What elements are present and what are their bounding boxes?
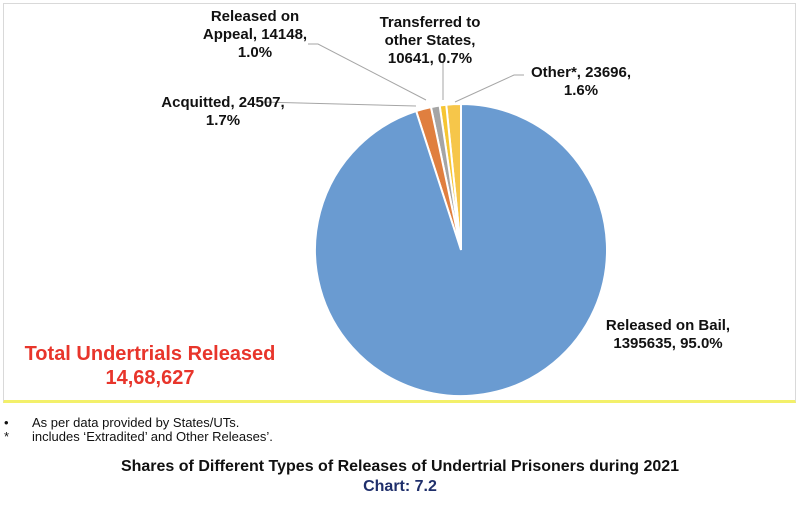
chart-title: Shares of Different Types of Releases of… xyxy=(120,458,680,475)
footnote: • As per data provided by States/UTs. xyxy=(4,416,273,430)
label-acquitted: Acquitted, 24507, 1.7% xyxy=(148,94,298,130)
label-line: Released on Bail, xyxy=(605,317,731,334)
label-line: Other*, 23696, xyxy=(530,64,632,81)
footnote-text: includes ‘Extradited’ and Other Releases… xyxy=(32,429,273,444)
asterisk-marker: * xyxy=(4,429,10,444)
total-released: Total Undertrials Released 14,68,627 xyxy=(10,342,290,390)
footnote: * includes ‘Extradited’ and Other Release… xyxy=(4,430,273,444)
label-line: 1.7% xyxy=(205,112,241,129)
label-line: 1395635, 95.0% xyxy=(613,335,723,352)
label-line: 1.0% xyxy=(237,44,273,61)
total-value: 14,68,627 xyxy=(105,367,195,389)
total-label: Total Undertrials Released xyxy=(24,343,276,365)
label-appeal: Released on Appeal, 14148, 1.0% xyxy=(180,8,330,62)
chart-number: Chart: 7.2 xyxy=(363,478,437,495)
footnotes: • As per data provided by States/UTs. * in… xyxy=(4,416,273,444)
footnote-text: As per data provided by States/UTs. xyxy=(32,415,240,430)
label-line: 10641, 0.7% xyxy=(387,50,473,67)
leader-lines xyxy=(261,43,524,107)
label-line: Transferred to xyxy=(379,14,481,31)
label-line: Released on xyxy=(210,8,300,25)
pie-slice-released-on-bail xyxy=(314,102,608,397)
label-line: other States, xyxy=(384,32,476,49)
label-line: Appeal, 14148, xyxy=(202,26,308,43)
label-transferred: Transferred to other States, 10641, 0.7% xyxy=(370,14,490,68)
label-line: Acquitted, 24507, xyxy=(161,94,285,111)
label-line: 1.6% xyxy=(563,82,599,99)
label-other: Other*, 23696, 1.6% xyxy=(522,64,640,100)
bullet-marker: • xyxy=(4,415,9,430)
label-bail: Released on Bail, 1395635, 95.0% xyxy=(588,317,748,353)
